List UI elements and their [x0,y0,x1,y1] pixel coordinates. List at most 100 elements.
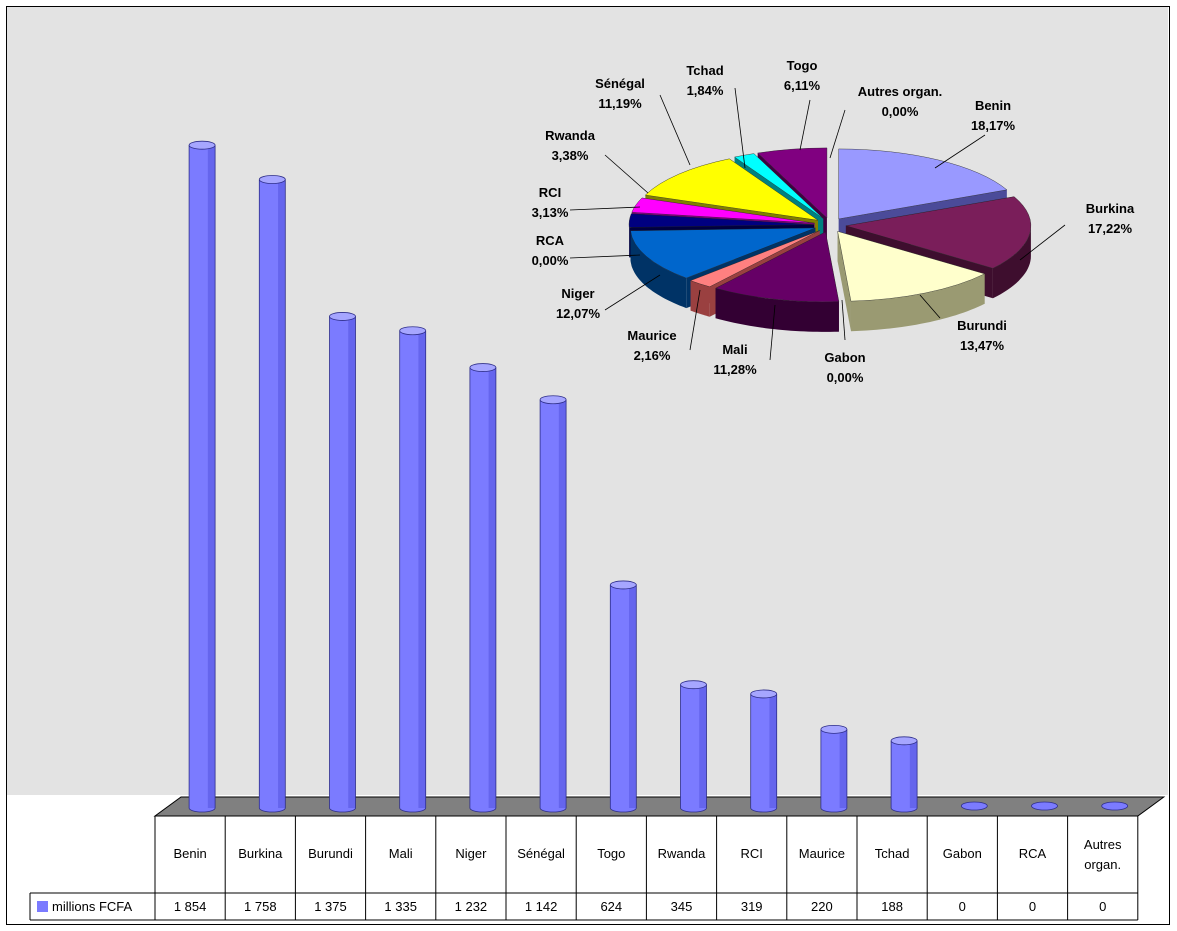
bar-bottom [750,807,778,813]
bar-body [259,179,286,808]
bar-body [750,693,777,808]
value-label: 188 [881,899,903,914]
bar-shade [909,740,918,808]
bar [890,736,918,813]
bar-top [680,680,707,690]
bar [680,680,707,813]
pie-leader-line [604,274,661,311]
legend-key [37,901,48,912]
pie-slice-label: Rwanda [545,128,596,143]
bar-body [189,145,216,808]
value-label: 0 [1099,899,1106,914]
pie-slice-top [715,231,840,303]
bar-bottom [469,807,497,813]
pie-slice-percent: 3,38% [552,148,589,163]
pie-leader-line [734,87,746,169]
pie-slice-outer-wall [690,280,710,317]
bar-top [960,801,988,811]
bar-shade [348,316,356,808]
pie-slice-percent: 3,13% [532,205,569,220]
bar-bottom [329,807,356,813]
legend-series-name: millions FCFA [52,899,133,914]
pie-slice-outer-wall [715,288,839,332]
bar-body [329,316,356,808]
bar-body [820,729,847,808]
pie-slice-label: RCI [539,185,561,200]
bar [1101,801,1129,811]
bar-top [399,326,427,336]
bar-top [890,736,918,746]
pie-slice-percent: 18,17% [971,118,1016,133]
category-label: Mali [389,846,413,861]
bar-bottom [680,807,707,813]
pie-slice-top [628,213,815,228]
bar-body [540,399,567,808]
pie-slice-label: Tchad [686,63,723,78]
category-label: Togo [597,846,625,861]
pie-leader-line [604,154,649,194]
pie-chart: Benin 18,17% Burkina 17,22% Burundi 13,47% Gab… [532,58,1135,385]
pie-slice-outer-wall [992,226,1031,299]
pie-slice-label: Autres organ. [858,84,943,99]
bar-shade [278,179,286,808]
value-label: 0 [1029,899,1036,914]
value-label: 220 [811,899,833,914]
pie-slice-percent: 13,47% [960,338,1005,353]
category-label: Niger [455,846,487,861]
pie-slice-label: Burundi [957,318,1007,333]
bar [609,580,637,813]
bar-bottom [539,807,567,813]
category-label: Benin [173,846,206,861]
bar-shade [488,367,496,808]
pie-slice-label: Togo [787,58,818,73]
pie-leader-line [841,299,846,341]
bar-top [329,312,356,321]
bar-body [891,740,918,808]
bar-bottom [188,807,216,813]
pie-slice-outer-wall [630,230,687,309]
bar-top [609,580,637,590]
bar-shade [418,330,426,808]
bar-top [1101,801,1129,811]
pie-slice-percent: 0,00% [882,104,919,119]
pie-leader-line [829,109,846,159]
category-label: Burundi [308,846,353,861]
bar-body [399,330,426,808]
bar-shade [558,399,567,808]
pie-slice-wall [837,231,851,332]
bar-body [610,584,637,808]
value-label: 1 375 [314,899,347,914]
value-label: 1 335 [384,899,417,914]
bar-top [820,724,848,734]
bar [469,363,497,813]
pie-slice-percent: 1,84% [687,83,724,98]
bar-bottom [890,807,918,813]
pie-slice-percent: 2,16% [634,348,671,363]
value-label: 1 232 [455,899,488,914]
pie-slice-label: RCA [536,233,565,248]
bar-body [469,367,496,808]
pie-slice-label: Maurice [627,328,676,343]
pie-slice-top [837,231,986,302]
pie-slice-label: Gabon [824,350,865,365]
bar-series [188,140,1129,813]
bar-body [680,684,707,808]
pie-slice-top [631,197,815,224]
bar-shade [769,693,777,808]
category-label: Tchad [875,846,910,861]
pie-leader-line [569,254,641,259]
bar-top [750,689,778,699]
pie-leader-line [919,294,941,319]
pie-slice-outer-wall [851,273,985,332]
pie-leader-line [659,94,691,166]
pie-slice-top [690,230,820,287]
pie-slice-top [845,196,1032,269]
value-label: 1 142 [525,899,558,914]
category-label: Autres organ. [1084,837,1122,872]
bar-top [469,363,497,372]
pie-slice-percent: 11,28% [713,362,757,377]
value-label: 345 [671,899,693,914]
category-label: Rwanda [658,846,706,861]
pie-slice-label: Sénégal [595,76,645,91]
bar-bottom [820,807,848,813]
